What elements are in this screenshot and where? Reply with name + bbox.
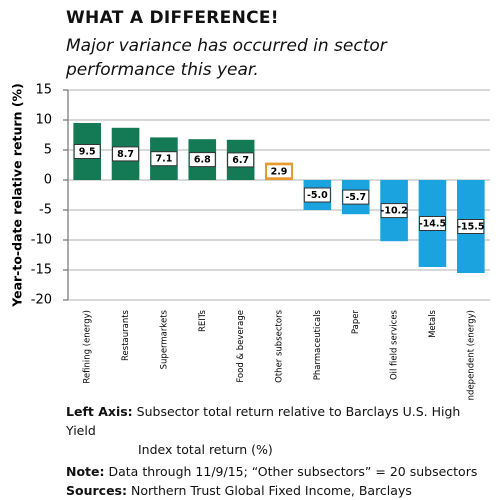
value-label-box [150,151,178,167]
value-label: 6.7 [232,155,249,166]
value-label-box [380,203,408,219]
chart: Year-to-date relative return (%) -20 -15 -… [10,83,490,400]
value-label-box [418,216,446,231]
x-tick-label: Food & beverage [236,310,246,383]
value-label: 8.7 [117,149,134,160]
note-text: Subsector total return relative to Barcl… [66,404,461,438]
value-label: 6.8 [194,155,211,166]
y-tick-label: -5 [39,203,52,218]
value-label-box [265,163,293,180]
y-tick-label: -20 [31,293,52,308]
x-tick-label: Oil field services [390,309,400,380]
value-label-box [112,146,140,162]
value-label-box [188,152,216,168]
value-label: -5.7 [345,192,366,203]
note-label: Left Axis: [66,404,133,419]
x-tick-label: REITs [198,309,208,332]
value-label-box [73,144,101,159]
page: {"chart_data": {"type": "bar", "title": … [9,8,490,498]
note: Left Axis: Subsector total return relati… [66,402,486,459]
x-tick-label: Independent (energy) [466,310,476,400]
value-label: -14.5 [419,219,446,230]
note-text: Index total return (%) [138,442,273,457]
note: Note: Data through 11/9/15; “Other subse… [66,462,486,481]
value-label: 2.9 [271,166,288,177]
y-tick-label: 15 [35,83,52,98]
x-tick-label: Restaurants [121,309,131,361]
x-tick-label: Supermarkets [159,309,169,369]
value-label-box [227,152,255,168]
x-tick-label: Pharmaceuticals [313,309,323,380]
x-tick-label: Metals [428,309,438,337]
y-tick-label: 5 [44,143,52,158]
x-tick-label: Refining (energy) [83,310,93,384]
value-label-box [342,189,370,205]
value-label: -15.5 [457,222,484,233]
x-tick-label: Other subsectors [275,309,285,382]
y-axis-label: Year-to-date relative return (%) [10,83,25,308]
chart-title: WHAT A DIFFERENCE! [66,8,279,28]
value-label: 7.1 [155,154,172,165]
note-text: Data through 11/9/15; “Other subsectors”… [108,464,478,479]
value-label: 9.5 [79,147,96,158]
notes: Left Axis: Subsector total return relati… [66,402,486,500]
value-label: -10.2 [380,206,407,217]
note-text: Northern Trust Global Fixed Income, Barc… [130,483,412,498]
x-tick-label: Paper [351,310,361,335]
note-label: Sources: [66,483,127,498]
y-tick-label: 0 [44,173,52,188]
chart-subtitle: Major variance has occurred in sector pe… [66,36,387,80]
y-tick-label: 10 [35,113,52,128]
y-tick-label: -15 [31,263,52,278]
note-label: Note: [66,464,105,479]
note: Sources: Northern Trust Global Fixed Inc… [66,481,486,500]
y-tick-label: -10 [31,233,52,248]
value-label-box [457,219,485,234]
value-label-box [303,187,331,203]
value-label: -5.0 [307,190,328,201]
